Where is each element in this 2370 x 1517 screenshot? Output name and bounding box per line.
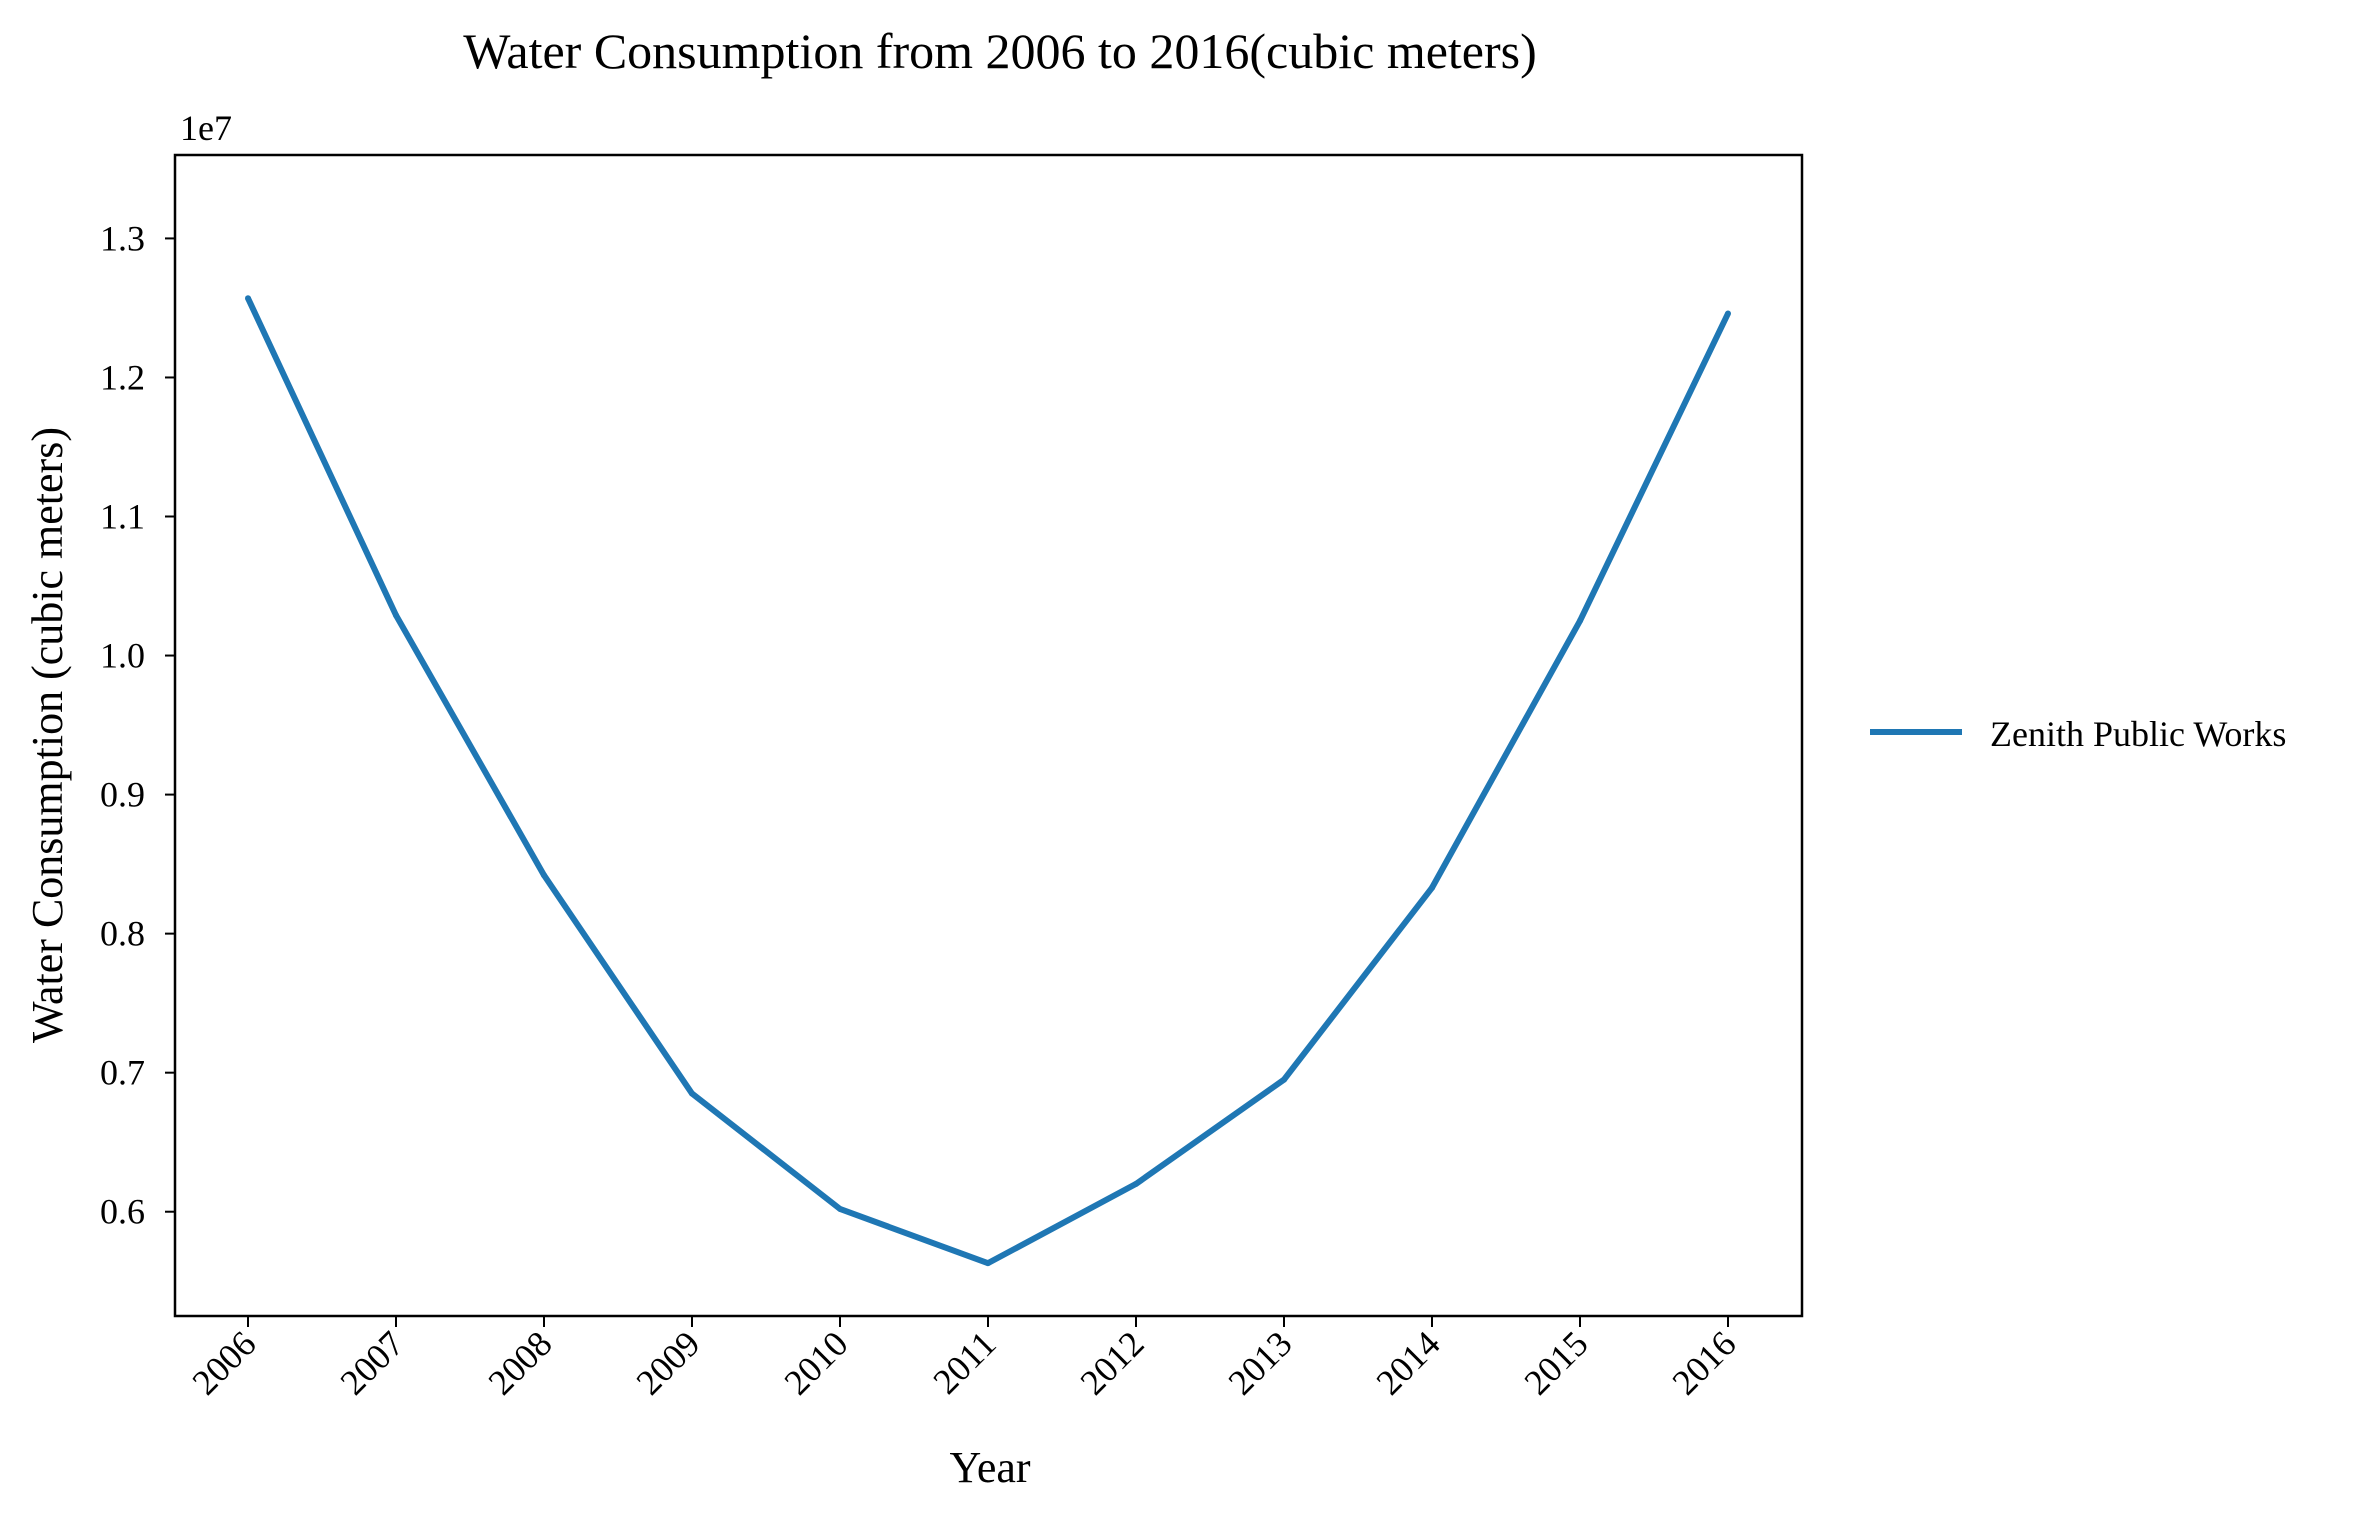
- data-point: [837, 1205, 843, 1212]
- data-point: [1281, 1076, 1287, 1083]
- data-point: [541, 872, 547, 879]
- data-point: [245, 295, 251, 302]
- y-axis-label: Water Consumption (cubic meters): [23, 427, 72, 1043]
- data-point: [1725, 310, 1731, 317]
- y-tick-label: 0.8: [100, 914, 145, 954]
- data-point: [1133, 1180, 1139, 1187]
- y-tick-label: 1.3: [100, 218, 145, 258]
- y-tick-label: 0.9: [100, 775, 145, 815]
- y-tick-label: 1.0: [100, 636, 145, 676]
- y-tick-label: 0.7: [100, 1053, 145, 1093]
- y-axis: 0.6 0.7 0.8 0.9 1.0 1.1 1.2 1.3: [100, 218, 175, 1232]
- y-tick-label: 1.1: [100, 497, 145, 537]
- y-offset-label: 1e7: [180, 108, 232, 148]
- y-tick-label: 1.2: [100, 357, 145, 397]
- data-point: [1577, 617, 1583, 624]
- data-point: [393, 612, 399, 619]
- data-point: [985, 1260, 991, 1267]
- x-axis-label: Year: [949, 1443, 1030, 1492]
- legend-label-zenith-public-works: Zenith Public Works: [1990, 714, 2286, 754]
- series-layer: [245, 295, 1731, 1267]
- legend: Zenith Public Works: [1870, 714, 2286, 754]
- data-point: [1429, 884, 1435, 891]
- y-tick-label: 0.6: [100, 1192, 145, 1232]
- chart-title: Water Consumption from 2006 to 2016(cubi…: [463, 23, 1537, 79]
- data-point: [689, 1090, 695, 1097]
